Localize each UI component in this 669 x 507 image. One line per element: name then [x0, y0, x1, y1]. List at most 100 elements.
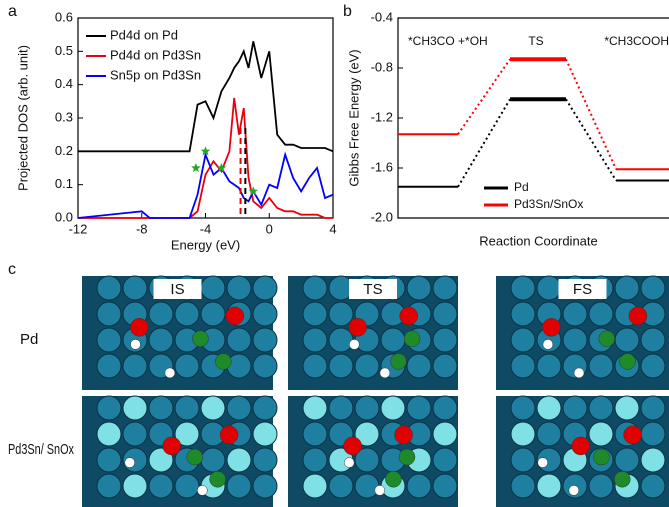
- atom: [563, 302, 587, 326]
- atom: [433, 276, 457, 300]
- atom: [175, 396, 199, 420]
- atom: [349, 339, 359, 349]
- atom: [303, 302, 327, 326]
- connector: [458, 59, 510, 134]
- atom: [537, 422, 561, 446]
- atom: [227, 328, 251, 352]
- atom: [220, 426, 238, 444]
- atom: [149, 474, 173, 498]
- atom: [381, 396, 405, 420]
- atom: [537, 354, 561, 378]
- atom: [399, 449, 415, 465]
- atom: [97, 448, 121, 472]
- atom: [303, 448, 327, 472]
- y-axis-label: Projected DOS (arb. unit): [15, 45, 30, 191]
- atom: [433, 328, 457, 352]
- figure: a b c ISTSFSPdPd3Sn/ SnOx 0.00.10.20.30.…: [0, 0, 669, 507]
- atom: [303, 354, 327, 378]
- atom: [589, 474, 613, 498]
- atom: [149, 302, 173, 326]
- atom: [511, 396, 535, 420]
- atom: [511, 302, 535, 326]
- atom: [641, 328, 665, 352]
- row-label: Pd3Sn/ SnOx: [8, 441, 74, 458]
- atom: [227, 396, 251, 420]
- atom: [511, 328, 535, 352]
- legend-label: Pd4d on Pd: [110, 27, 178, 42]
- atom: [641, 448, 665, 472]
- atom: [97, 474, 121, 498]
- atom: [97, 328, 121, 352]
- atom: [355, 474, 379, 498]
- atom: [97, 302, 121, 326]
- atom: [395, 426, 413, 444]
- atom: [433, 396, 457, 420]
- atom: [355, 354, 379, 378]
- atom: [329, 328, 353, 352]
- legend-label: Pd: [514, 180, 529, 194]
- atom: [165, 368, 175, 378]
- state-label: *CH3COOH: [604, 34, 669, 48]
- atom: [123, 422, 147, 446]
- legend-label: Pd3Sn/SnOx: [514, 197, 583, 211]
- atom: [594, 449, 610, 465]
- y-axis-label: Gibbs Free Energy (eV): [346, 49, 361, 186]
- y-tick-label: 0.6: [55, 9, 73, 24]
- atom: [433, 448, 457, 472]
- atom: [433, 474, 457, 498]
- atom: [614, 471, 630, 487]
- atom: [253, 302, 277, 326]
- atom: [344, 458, 354, 468]
- panel-label: a: [8, 3, 17, 20]
- atom: [407, 396, 431, 420]
- atom: [385, 471, 401, 487]
- atom: [641, 422, 665, 446]
- atom: [329, 302, 353, 326]
- y-tick-label: -0.4: [371, 9, 393, 24]
- atom: [253, 396, 277, 420]
- legend-label: Pd4d on Pd3Sn: [110, 47, 201, 62]
- atom: [97, 354, 121, 378]
- atom: [149, 328, 173, 352]
- atom: [175, 302, 199, 326]
- atom: [123, 354, 147, 378]
- atom: [433, 422, 457, 446]
- dos-line: [78, 155, 333, 218]
- atom: [599, 331, 615, 347]
- atom: [407, 276, 431, 300]
- atom: [303, 422, 327, 446]
- atom: [407, 354, 431, 378]
- y-tick-label: 0.2: [55, 143, 73, 158]
- atom: [404, 331, 420, 347]
- atom: [175, 354, 199, 378]
- atom: [97, 422, 121, 446]
- image-label: FS: [573, 281, 592, 298]
- atom: [511, 422, 535, 446]
- x-tick-label: -8: [136, 221, 148, 236]
- y-tick-label: -1.2: [371, 109, 393, 124]
- atom: [511, 276, 535, 300]
- atom: [344, 437, 362, 455]
- atom: [615, 396, 639, 420]
- atom: [355, 396, 379, 420]
- atom: [629, 307, 647, 325]
- atom: [572, 437, 590, 455]
- atom: [130, 339, 140, 349]
- y-tick-label: 0.5: [55, 43, 73, 58]
- atom: [574, 368, 584, 378]
- atom: [123, 276, 147, 300]
- atom: [329, 474, 353, 498]
- star-marker: [191, 163, 201, 172]
- atom: [380, 368, 390, 378]
- atom: [97, 276, 121, 300]
- atom: [163, 437, 181, 455]
- atom: [641, 474, 665, 498]
- legend-label: Sn5p on Pd3Sn: [110, 67, 201, 82]
- atom: [187, 449, 203, 465]
- image-label: IS: [170, 281, 184, 298]
- image-label: TS: [363, 281, 382, 298]
- atom: [619, 354, 635, 370]
- atom: [538, 458, 548, 468]
- atom: [433, 302, 457, 326]
- row-label: Pd: [20, 331, 38, 348]
